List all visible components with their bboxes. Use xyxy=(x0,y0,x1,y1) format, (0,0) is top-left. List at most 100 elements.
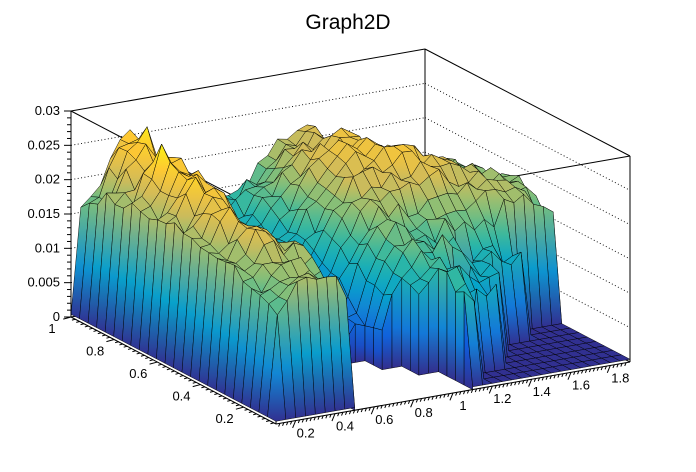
z-gridline xyxy=(424,117,631,226)
x-tick xyxy=(289,421,293,425)
x-tick xyxy=(286,421,289,426)
y-tick xyxy=(201,386,205,389)
y-tick xyxy=(244,408,249,411)
x-tick xyxy=(384,404,387,409)
x-tick xyxy=(486,386,489,391)
y-tick xyxy=(106,339,115,343)
x-tick xyxy=(435,395,438,400)
x-tick xyxy=(459,391,462,396)
chart-title: Graph2D xyxy=(305,11,390,34)
y-tick-label: 0.8 xyxy=(86,344,104,359)
y-tick xyxy=(248,411,253,414)
x-tick xyxy=(581,370,584,374)
y-tick xyxy=(218,395,223,398)
x-tick-label: 1.4 xyxy=(533,384,551,399)
y-tick xyxy=(209,390,214,393)
y-tick xyxy=(136,352,141,355)
x-tick xyxy=(439,394,442,399)
y-tick-label: 0.6 xyxy=(129,366,147,381)
x-tick-label: 1 xyxy=(459,398,466,413)
box-edge xyxy=(70,48,426,112)
z-tick-label: 0.03 xyxy=(35,103,60,118)
x-tick xyxy=(474,388,478,393)
x-tick xyxy=(502,383,505,388)
y-tick xyxy=(253,413,257,416)
y-tick xyxy=(162,366,167,368)
x-tick xyxy=(518,381,521,385)
x-tick xyxy=(431,396,434,400)
y-tick xyxy=(114,341,119,344)
z-gridline xyxy=(70,117,426,181)
x-tick xyxy=(415,399,419,403)
x-tick xyxy=(510,382,513,387)
x-tick xyxy=(567,372,572,380)
x-tick xyxy=(616,363,619,368)
z-tick-label: 0.01 xyxy=(35,240,60,255)
z-gridline xyxy=(70,82,426,146)
x-tick xyxy=(506,383,509,387)
z-gridline xyxy=(424,82,631,191)
x-tick xyxy=(478,387,481,392)
x-tick xyxy=(514,381,517,386)
x-tick xyxy=(376,405,379,410)
y-tick xyxy=(166,368,171,371)
x-tick xyxy=(624,362,627,367)
x-tick xyxy=(341,412,344,416)
x-tick xyxy=(549,375,552,380)
y-tick xyxy=(119,343,123,346)
y-tick xyxy=(106,336,110,339)
x-tick xyxy=(301,418,304,423)
x-tick xyxy=(360,408,363,413)
y-tick xyxy=(149,361,158,365)
x-tick xyxy=(466,390,470,394)
z-tick-label: 0.02 xyxy=(35,172,60,187)
y-tick xyxy=(192,381,197,384)
x-tick xyxy=(522,380,525,385)
x-tick-label: 0.4 xyxy=(336,419,354,434)
x-tick xyxy=(345,411,348,416)
x-tick xyxy=(392,403,395,407)
x-tick xyxy=(297,419,301,424)
x-tick xyxy=(419,398,422,402)
x-tick xyxy=(364,407,367,412)
y-tick xyxy=(235,406,244,410)
x-tick xyxy=(427,396,430,401)
x-tick xyxy=(592,368,596,372)
y-tick xyxy=(84,325,89,328)
x-tick xyxy=(447,393,450,398)
axes: 0.2 0.4 0.6 0.8 1 1.2 1.4 1.6 1.80.20.40.60.8100… xyxy=(27,103,631,441)
x-tick xyxy=(380,405,383,409)
y-tick xyxy=(231,402,236,404)
y-tick-label: 1 xyxy=(48,321,55,336)
y-tick xyxy=(93,330,98,332)
x-tick xyxy=(368,407,371,411)
y-tick xyxy=(158,363,162,366)
x-tick xyxy=(407,400,411,404)
x-tick xyxy=(396,402,399,407)
x-tick xyxy=(352,410,356,414)
y-tick xyxy=(132,350,136,353)
x-tick xyxy=(470,389,474,393)
y-tick xyxy=(140,354,145,357)
x-tick-label: 1.6 xyxy=(572,377,590,392)
x-tick xyxy=(620,363,623,367)
x-tick xyxy=(463,390,466,395)
x-tick xyxy=(305,418,308,422)
x-tick-label: 1.8 xyxy=(611,370,629,385)
y-tick xyxy=(76,321,80,323)
y-tick xyxy=(227,399,231,402)
x-tick xyxy=(541,376,544,381)
y-tick-label: 0.2 xyxy=(216,411,234,426)
x-tick-label: 0.6 xyxy=(375,412,393,427)
x-tick xyxy=(278,423,281,427)
x-tick xyxy=(348,410,352,415)
x-tick xyxy=(423,397,426,402)
x-tick xyxy=(410,399,415,408)
y-tick xyxy=(270,422,274,425)
z-tick-label: 0.015 xyxy=(27,206,60,221)
x-tick xyxy=(337,412,340,417)
box-edge xyxy=(424,48,631,157)
x-tick xyxy=(561,373,564,378)
